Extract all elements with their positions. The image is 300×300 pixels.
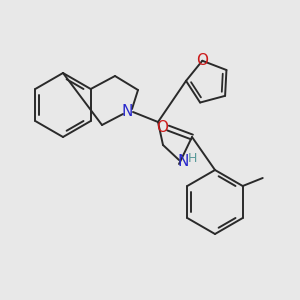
Text: O: O: [156, 121, 168, 136]
Text: N: N: [177, 154, 189, 169]
Text: O: O: [196, 53, 208, 68]
Text: N: N: [121, 104, 133, 119]
Text: H: H: [187, 152, 197, 166]
